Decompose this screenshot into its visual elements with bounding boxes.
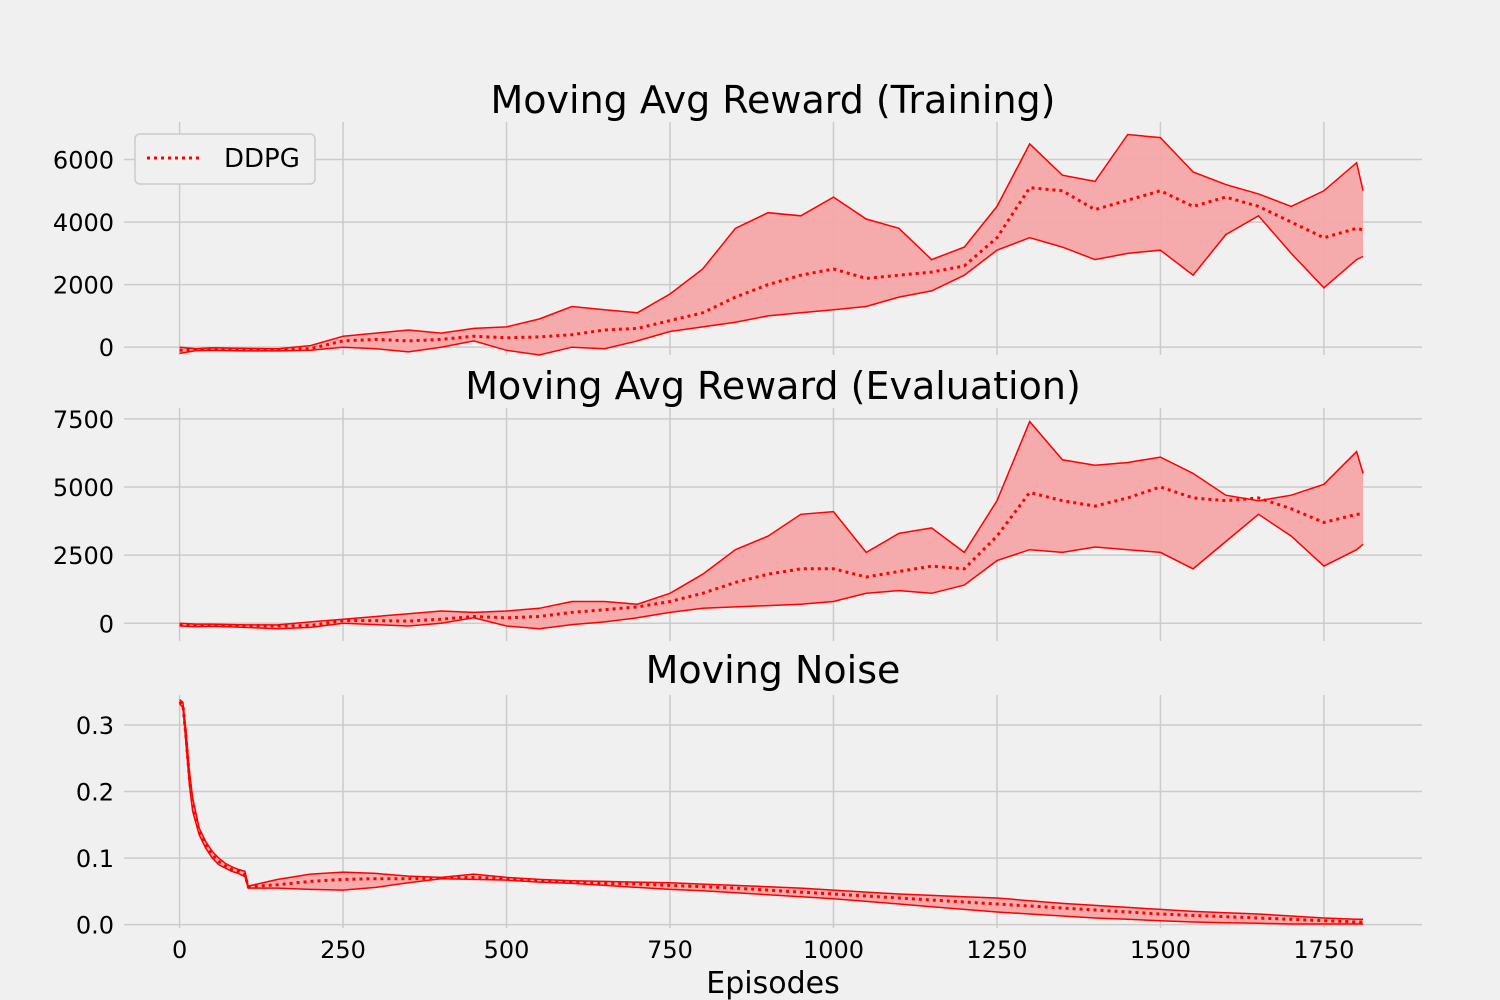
training-ytick-label-3: 6000 — [53, 147, 114, 175]
training-ytick-label-0: 0 — [99, 334, 114, 362]
evaluation-ytick-label-3: 7500 — [53, 406, 114, 434]
noise-ytick-label-3: 0.3 — [76, 712, 114, 740]
noise-chart-title: Moving Noise — [646, 648, 901, 692]
evaluation-upper-line-0 — [179, 420, 1364, 626]
noise-panel: 0.0 0.1 0.2 0.3 0 250 500 750 1000 1250 1500 1750 Mo… — [76, 648, 1422, 1000]
evaluation-band-0 — [179, 421, 1364, 629]
training-lower-line-0 — [179, 214, 1364, 356]
noise-xtick-label-4: 1000 — [803, 936, 864, 964]
training-mean-line-0 — [179, 186, 1364, 352]
noise-band-0 — [179, 699, 1364, 924]
training-ytick-label-1: 2000 — [53, 272, 114, 300]
noise-mean-line-0 — [178, 700, 1364, 924]
evaluation-lower-line-0 — [179, 513, 1364, 630]
training-band-0 — [179, 134, 1364, 355]
evaluation-ytick-label-0: 0 — [99, 610, 114, 638]
noise-xtick-label-1: 250 — [320, 936, 366, 964]
noise-xtick-label-6: 1500 — [1130, 936, 1191, 964]
noise-xtick-label-0: 0 — [172, 936, 187, 964]
training-upper-line-0 — [179, 133, 1364, 350]
training-reward-panel: 0 2000 4000 6000 Moving Avg Reward (Training… — [53, 78, 1422, 362]
evaluation-ytick-label-2: 5000 — [53, 474, 114, 502]
noise-xtick-label-7: 1750 — [1293, 936, 1354, 964]
noise-upper-line-0 — [179, 699, 1364, 921]
legend-box — [134, 133, 316, 185]
noise-ytick-label-1: 0.1 — [76, 845, 114, 873]
evaluation-reward-panel: 0 2500 5000 7500 Moving Avg Reward (Evaluati… — [53, 364, 1422, 641]
evaluation-ytick-label-1: 2500 — [53, 542, 114, 570]
noise-ytick-label-0: 0.0 — [76, 912, 114, 940]
legend-label-ddpg: DDPG — [224, 144, 300, 174]
noise-xlabel: Episodes — [706, 966, 839, 1000]
noise-xtick-label-2: 500 — [484, 936, 530, 964]
evaluation-mean-line-0 — [179, 485, 1364, 628]
legend: DDPG — [134, 133, 316, 185]
training-ytick-label-2: 4000 — [53, 209, 114, 237]
noise-lower-line-0 — [179, 703, 1364, 925]
training-chart-title: Moving Avg Reward (Training) — [490, 78, 1055, 122]
noise-xtick-label-3: 750 — [647, 936, 693, 964]
noise-xtick-label-5: 1250 — [966, 936, 1027, 964]
noise-ytick-label-2: 0.2 — [76, 779, 114, 807]
evaluation-chart-title: Moving Avg Reward (Evaluation) — [465, 364, 1081, 408]
